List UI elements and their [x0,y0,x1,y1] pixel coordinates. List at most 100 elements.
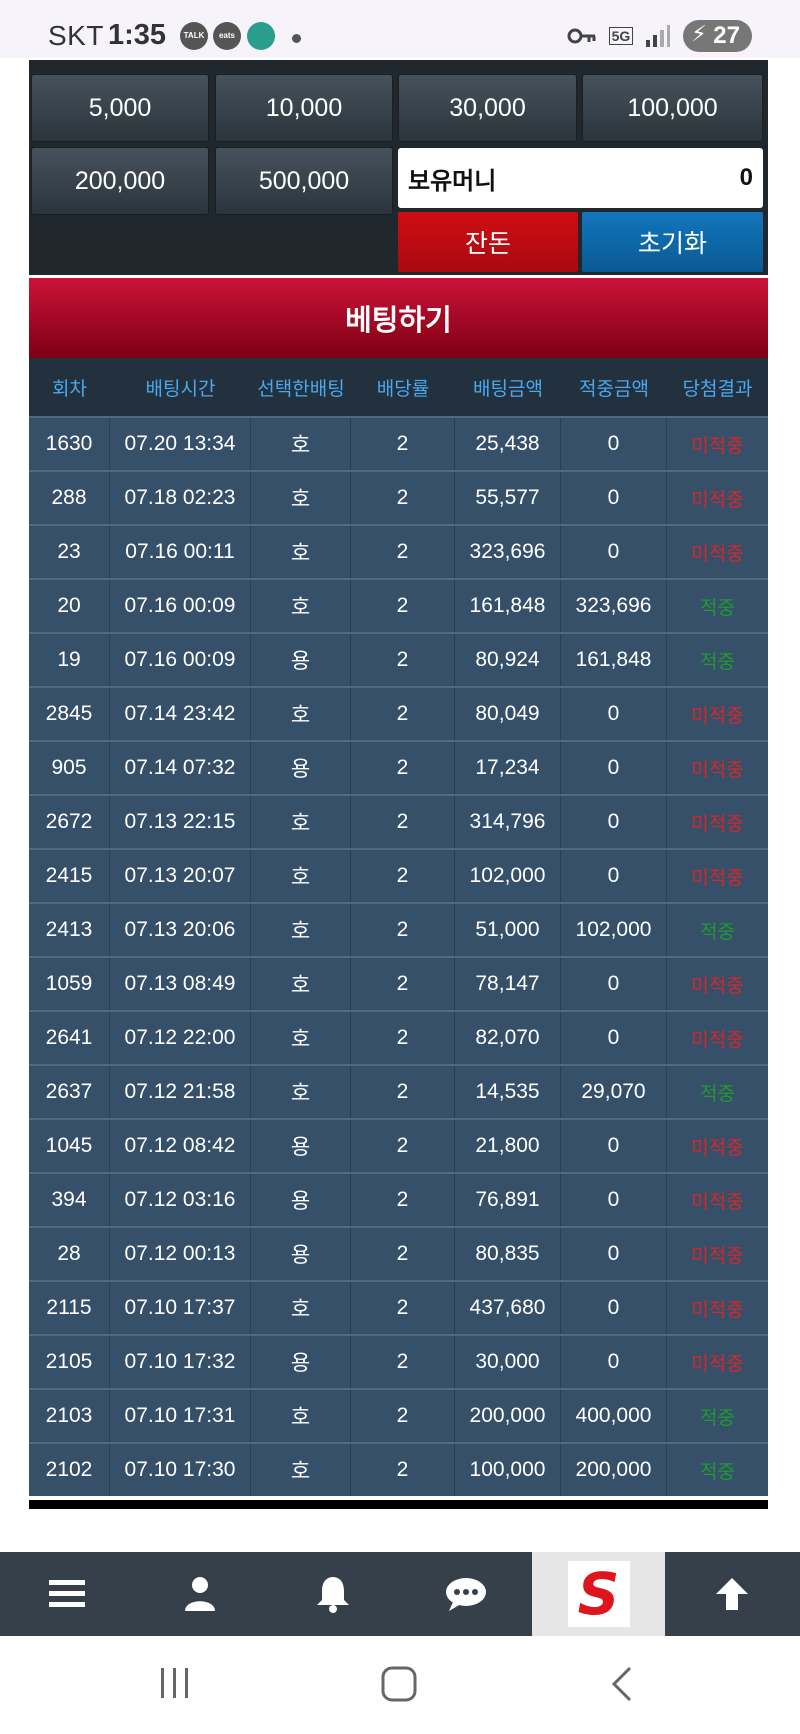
cell-bet-time: 07.13 08:49 [110,958,251,1010]
cell-win-amount: 0 [561,742,667,794]
cell-selected-bet: 호 [251,580,351,632]
cell-round: 2115 [29,1282,110,1334]
cell-result: 적중 [700,1461,735,1483]
cell-selected-bet: 호 [251,688,351,740]
cell-selected-bet: 호 [251,526,351,578]
chip-5000-button[interactable]: 5,000 [31,74,209,142]
cell-round: 2672 [29,796,110,848]
cell-bet-amount: 323,696 [455,526,561,578]
chip-10000-button[interactable]: 10,000 [215,74,393,142]
bottom-nav: S [0,1552,800,1636]
cell-win-amount: 161,848 [561,634,667,686]
cell-win-amount: 400,000 [561,1390,667,1442]
chat-button[interactable] [399,1552,532,1636]
table-bottom-border [29,1500,768,1509]
chip-100000-button[interactable]: 100,000 [582,74,763,142]
table-row: 2115 07.10 17:37 호 2 437,680 0 미적중 [29,1280,768,1334]
cell-bet-amount: 25,438 [455,418,561,470]
table-row: 2105 07.10 17:32 용 2 30,000 0 미적중 [29,1334,768,1388]
table-row: 23 07.16 00:11 호 2 323,696 0 미적중 [29,524,768,578]
system-nav-bar [0,1636,800,1734]
chip-30000-button[interactable]: 30,000 [398,74,577,142]
header-round: 회차 [52,378,87,400]
brand-logo-letter: S [577,1560,620,1628]
cell-win-amount: 200,000 [561,1444,667,1496]
table-row: 2637 07.12 21:58 호 2 14,535 29,070 적중 [29,1064,768,1118]
cell-bet-time: 07.13 22:15 [110,796,251,848]
place-bet-button[interactable]: 베팅하기 [29,278,768,358]
balance-display: 보유머니 0 [398,148,763,208]
cell-odds: 2 [351,1120,455,1172]
reset-button[interactable]: 초기화 [582,212,763,272]
more-notifications-dot [292,34,301,43]
cell-bet-amount: 14,535 [455,1066,561,1118]
cell-bet-time: 07.13 20:06 [110,904,251,956]
vpn-key-icon [567,28,596,44]
brand-logo-button[interactable]: S [532,1552,665,1636]
table-row: 20 07.16 00:09 호 2 161,848 323,696 적중 [29,578,768,632]
cell-odds: 2 [351,634,455,686]
cell-round: 2105 [29,1336,110,1388]
table-row: 2415 07.13 20:07 호 2 102,000 0 미적중 [29,848,768,902]
cell-selected-bet: 호 [251,850,351,902]
cell-selected-bet: 호 [251,1066,351,1118]
cell-win-amount: 0 [561,958,667,1010]
cell-round: 288 [29,472,110,524]
cell-bet-time: 07.12 22:00 [110,1012,251,1064]
cell-win-amount: 0 [561,472,667,524]
cell-win-amount: 0 [561,526,667,578]
cell-round: 2637 [29,1066,110,1118]
bet-history-table: 회차 배팅시간 선택한배팅 배당률 배팅금액 적중금액 당첨결과 1630 07.… [29,358,768,1496]
cell-result: 적중 [700,921,735,943]
header-bet-time: 배팅시간 [145,378,216,400]
recent-apps-icon[interactable] [158,1666,192,1700]
cell-result: 미적중 [691,489,744,511]
cell-win-amount: 0 [561,1120,667,1172]
notifications-button[interactable] [266,1552,399,1636]
table-row: 19 07.16 00:09 용 2 80,924 161,848 적중 [29,632,768,686]
chip-200000-button[interactable]: 200,000 [31,147,209,215]
cell-odds: 2 [351,958,455,1010]
cell-bet-amount: 17,234 [455,742,561,794]
cell-round: 2413 [29,904,110,956]
table-row: 2845 07.14 23:42 호 2 80,049 0 미적중 [29,686,768,740]
cell-odds: 2 [351,1282,455,1334]
cell-selected-bet: 용 [251,1174,351,1226]
cell-result: 미적중 [691,867,744,889]
cell-result: 미적중 [691,1137,744,1159]
cell-round: 19 [29,634,110,686]
cell-bet-time: 07.14 23:42 [110,688,251,740]
cell-selected-bet: 용 [251,1228,351,1280]
cell-odds: 2 [351,1228,455,1280]
back-icon[interactable] [610,1666,634,1702]
cell-result: 적중 [700,1407,735,1429]
scroll-top-button[interactable] [665,1552,798,1636]
cell-bet-amount: 55,577 [455,472,561,524]
menu-button[interactable] [0,1552,133,1636]
cell-selected-bet: 호 [251,904,351,956]
signal-icon [646,25,671,47]
cell-bet-amount: 200,000 [455,1390,561,1442]
cell-bet-time: 07.13 20:07 [110,850,251,902]
charging-icon: ⚡ [691,21,707,46]
cell-bet-time: 07.16 00:11 [110,526,251,578]
table-row: 905 07.14 07:32 용 2 17,234 0 미적중 [29,740,768,794]
cell-round: 2102 [29,1444,110,1496]
status-bar: SKT 1:35 TALK eats 5G ⚡ 27 [0,0,800,58]
cell-bet-amount: 80,049 [455,688,561,740]
cell-selected-bet: 용 [251,1120,351,1172]
cell-result: 미적중 [691,1353,744,1375]
network-type-icon: 5G [608,27,634,45]
cell-result: 미적중 [691,759,744,781]
cell-win-amount: 29,070 [561,1066,667,1118]
change-button[interactable]: 잔돈 [398,212,578,272]
cell-win-amount: 0 [561,1336,667,1388]
cell-bet-time: 07.10 17:31 [110,1390,251,1442]
cell-bet-time: 07.12 00:13 [110,1228,251,1280]
cell-bet-amount: 21,800 [455,1120,561,1172]
cell-odds: 2 [351,1336,455,1388]
user-button[interactable] [133,1552,266,1636]
app-notification-icon [247,22,275,50]
chip-500000-button[interactable]: 500,000 [215,147,393,215]
home-icon[interactable] [381,1666,417,1702]
